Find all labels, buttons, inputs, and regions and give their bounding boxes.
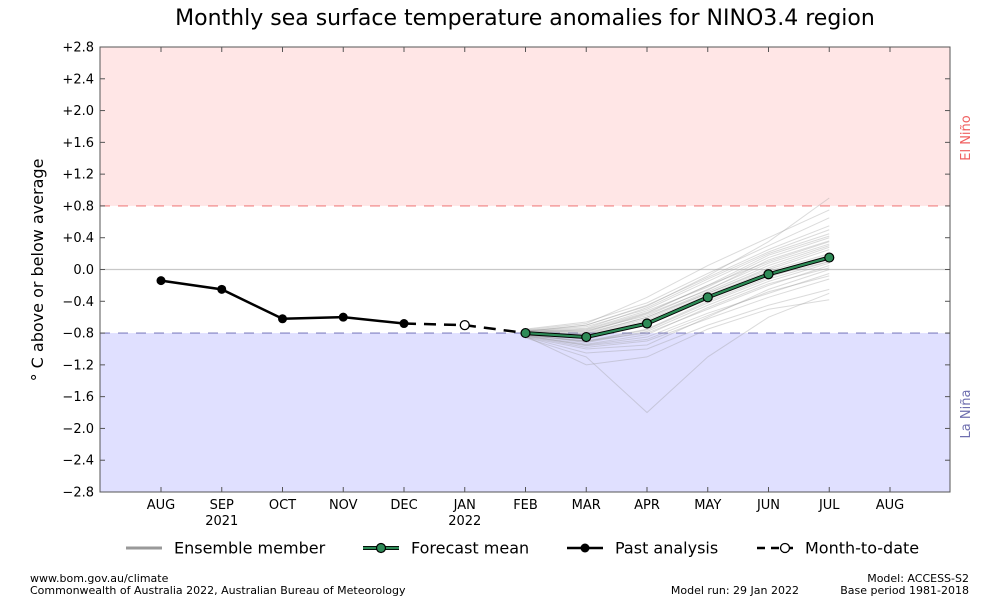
past-analysis-point	[338, 312, 348, 322]
ensemble-member-line	[525, 240, 830, 333]
x-tick-label: SEP	[210, 498, 234, 513]
x-year-label: 2022	[448, 514, 481, 529]
x-tick-label: JUN	[756, 498, 780, 513]
ensemble-member-line	[525, 241, 830, 332]
ensemble-member-line	[525, 269, 830, 350]
ensemble-member-line	[525, 233, 830, 332]
ensemble-member-line	[525, 265, 830, 342]
y-tick-label: +1.2	[62, 168, 94, 183]
ensemble-member-line	[525, 299, 830, 366]
ensemble-member-line	[525, 245, 830, 334]
plot-area: +2.8 +2.4 +2.0 +1.6 +1.2 +0.8 +0.4 0.0 −0.4 −0.8 −…	[62, 41, 951, 529]
la-nina-label: La Niña	[959, 390, 974, 439]
y-tick-label: +0.8	[62, 199, 94, 214]
ensemble-member-line	[525, 197, 830, 332]
legend: Ensemble member Forecast mean Past analysi…	[126, 539, 919, 558]
past-analysis-point	[278, 314, 287, 324]
legend-past-marker	[580, 543, 590, 553]
y-tick-label: −1.6	[62, 390, 94, 405]
el-nino-label: El Niño	[959, 115, 974, 161]
y-tick-label: +2.8	[62, 41, 94, 56]
past-analysis-point	[217, 284, 227, 294]
x-tick-label: JUL	[818, 498, 840, 513]
y-tick-label: −2.0	[62, 422, 94, 437]
legend-label: Past analysis	[615, 539, 718, 558]
y-tick-label: +0.4	[62, 231, 94, 246]
y-tick-label: −1.2	[62, 358, 94, 373]
ensemble-member-line	[525, 225, 830, 332]
el-nino-zone	[100, 47, 950, 206]
x-tick-label: AUG	[147, 498, 175, 513]
ensemble-member-line	[525, 246, 830, 335]
ensemble-member-line	[525, 229, 830, 332]
x-tick-label: OCT	[269, 498, 296, 513]
month-to-date-point	[459, 319, 470, 331]
legend-label: Forecast mean	[411, 539, 529, 558]
x-tick-label: FEB	[513, 498, 538, 513]
forecast-mean-point	[641, 318, 653, 329]
forecast-mean-point	[581, 331, 592, 343]
footer-model: Model: ACCESS-S2	[867, 572, 969, 585]
x-tick-label: APR	[634, 498, 660, 513]
past-analysis-point	[156, 276, 166, 286]
x-year-label: 2021	[205, 514, 238, 529]
forecast-mean-line	[525, 256, 830, 339]
ensemble-member-line	[525, 253, 830, 336]
legend-forecast-marker	[375, 542, 387, 554]
ensemble-member-line	[525, 272, 830, 346]
legend-label: Ensemble member	[174, 539, 326, 558]
chart-title: Monthly sea surface temperature anomalie…	[175, 6, 875, 31]
footer-copyright: Commonwealth of Australia 2022, Australi…	[30, 584, 406, 597]
footer-model-run: Model run: 29 Jan 2022	[671, 584, 799, 597]
forecast-mean-point	[763, 269, 774, 280]
y-tick-label: +2.0	[62, 104, 94, 119]
ensemble-member-line	[525, 243, 830, 333]
y-tick-label: −2.8	[62, 486, 94, 501]
footer-base-period: Base period 1981-2018	[840, 584, 969, 597]
x-tick-label: MAY	[694, 498, 721, 513]
ensemble-member-line	[525, 257, 830, 342]
forecast-mean-point	[824, 252, 835, 263]
ensemble-member-line	[525, 292, 830, 414]
ensemble-member-line	[525, 217, 830, 330]
ensemble-member-line	[525, 275, 830, 347]
ensemble-member-line	[525, 267, 830, 345]
ensemble-member-line	[525, 235, 830, 333]
x-tick-label: JAN	[453, 498, 476, 513]
x-tick-label: AUG	[876, 498, 904, 513]
footer-url: www.bom.gov.au/climate	[30, 572, 169, 585]
y-tick-label: +1.6	[62, 136, 94, 151]
y-tick-label: −0.8	[62, 327, 94, 342]
la-nina-zone	[100, 333, 950, 492]
y-axis-label: ° C above or below average	[28, 159, 47, 382]
legend-label: Month-to-date	[805, 539, 919, 558]
ensemble-member-line	[525, 237, 830, 332]
y-tick-label: +2.4	[62, 72, 94, 87]
ensemble-member-line	[525, 261, 830, 343]
forecast-mean-point	[702, 292, 713, 303]
ensemble-member-line	[525, 288, 830, 354]
ensemble-member-line	[525, 262, 830, 344]
forecast-mean-point	[520, 327, 531, 339]
y-tick-label: −2.4	[62, 454, 94, 469]
x-tick-label: MAR	[572, 498, 601, 513]
x-tick-label: NOV	[329, 498, 358, 513]
x-tick-label: DEC	[390, 498, 417, 513]
ensemble-member-line	[525, 278, 830, 348]
y-tick-label: 0.0	[73, 263, 94, 278]
y-tick-label: −0.4	[62, 295, 94, 310]
ensemble-member-line	[525, 209, 830, 331]
past-analysis-point	[399, 319, 409, 329]
legend-mtd-marker	[779, 542, 791, 554]
